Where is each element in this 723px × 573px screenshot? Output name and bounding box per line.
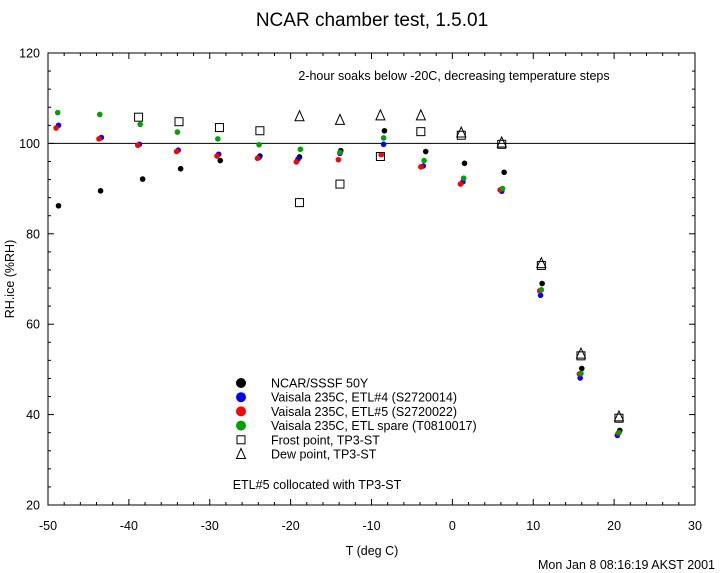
x-tick-label: 10 xyxy=(526,519,540,533)
data-point xyxy=(457,181,464,187)
data-point-square xyxy=(375,152,385,162)
data-point-square xyxy=(295,198,305,208)
legend-label: Vaisala 235C, ETL#5 (S2720022) xyxy=(271,405,457,419)
data-point xyxy=(578,370,584,377)
data-point-square xyxy=(536,260,546,270)
x-tick-label: -20 xyxy=(282,519,300,533)
data-point xyxy=(538,287,545,293)
data-point xyxy=(578,365,585,372)
data-point xyxy=(55,202,62,209)
y-tick-label: 100 xyxy=(19,137,40,151)
data-point xyxy=(139,176,146,182)
data-point xyxy=(537,292,544,299)
timestamp: Mon Jan 8 08:16:19 AKST 2001 xyxy=(538,558,715,572)
data-point xyxy=(54,109,61,116)
data-point xyxy=(137,121,143,128)
x-tick-label: 0 xyxy=(449,519,456,533)
data-point xyxy=(256,141,262,148)
data-point xyxy=(422,148,429,155)
legend-label: Frost point, TP3-ST xyxy=(271,433,380,447)
legend-marker xyxy=(236,435,246,445)
x-axis-label: T (deg C) xyxy=(346,544,399,558)
legend-marker xyxy=(236,392,246,403)
data-point-square xyxy=(576,351,586,361)
series xyxy=(55,127,623,434)
series xyxy=(294,108,625,422)
legend-marker xyxy=(236,406,246,417)
x-tick-label: 20 xyxy=(607,519,621,533)
data-point-square xyxy=(214,123,224,133)
legend-label: Vaisala 235C, ETL#4 (S2720014) xyxy=(271,391,457,405)
data-point xyxy=(335,156,342,163)
data-point xyxy=(499,185,506,192)
data-point xyxy=(381,127,388,134)
data-point xyxy=(96,136,102,142)
data-point xyxy=(380,141,387,148)
legend-marker xyxy=(235,447,247,459)
data-point-triangle xyxy=(613,409,625,422)
data-point xyxy=(53,125,59,131)
y-tick-label: 60 xyxy=(26,318,40,332)
x-tick-label: -40 xyxy=(120,519,138,533)
data-point-triangle xyxy=(415,108,427,121)
data-point xyxy=(215,136,221,142)
data-point-triangle xyxy=(536,256,547,269)
chart-title: NCAR chamber test, 1.5.01 xyxy=(256,10,488,31)
y-tick-label: 20 xyxy=(26,499,40,513)
data-point-triangle xyxy=(294,109,305,122)
series xyxy=(134,112,624,423)
data-point-square xyxy=(134,112,144,122)
data-point xyxy=(254,155,261,162)
data-point xyxy=(293,159,300,165)
y-tick-label: 120 xyxy=(19,47,40,61)
data-point-triangle xyxy=(575,346,587,359)
y-tick-label: 40 xyxy=(26,408,40,422)
data-point-square xyxy=(174,117,184,127)
data-point xyxy=(380,135,387,141)
x-tick-label: 30 xyxy=(688,519,702,533)
data-point xyxy=(461,160,468,167)
series xyxy=(54,109,622,436)
data-point-triangle xyxy=(496,135,507,148)
data-point xyxy=(96,111,103,118)
data-point-square xyxy=(497,139,507,149)
data-point xyxy=(460,175,467,182)
data-point-square xyxy=(416,127,426,137)
data-point xyxy=(421,157,427,164)
legend-label: Vaisala 235C, ETL spare (T0810017) xyxy=(271,419,477,433)
legend-label: NCAR/SSSF 50Y xyxy=(271,377,369,391)
chart-subtitle: 2-hour soaks below -20C, decreasing temp… xyxy=(298,69,609,83)
data-point xyxy=(337,149,343,156)
data-point xyxy=(97,188,104,194)
data-point xyxy=(297,146,304,153)
data-point-triangle xyxy=(334,113,346,125)
x-tick-label: -30 xyxy=(201,519,219,533)
data-point-square xyxy=(255,126,265,136)
annotation-collocated: ETL#5 collocated with TP3-ST xyxy=(233,478,402,492)
data-point-square xyxy=(335,179,345,189)
data-point xyxy=(173,148,180,155)
legend-label: Dew point, TP3-ST xyxy=(271,448,377,462)
data-point xyxy=(214,153,220,159)
legend-marker xyxy=(236,420,246,431)
data-point-triangle xyxy=(375,108,386,121)
data-point xyxy=(134,142,141,149)
data-point xyxy=(378,151,385,158)
data-point xyxy=(174,129,181,135)
legend-marker xyxy=(236,378,246,388)
y-tick-label: 80 xyxy=(26,227,40,241)
data-point xyxy=(217,157,224,164)
data-point xyxy=(501,169,507,176)
data-point-square xyxy=(614,413,624,423)
x-tick-label: -10 xyxy=(362,519,380,533)
data-point xyxy=(177,165,184,172)
data-point-triangle xyxy=(455,125,467,138)
x-tick-label: -50 xyxy=(39,519,57,533)
data-point xyxy=(539,280,545,287)
data-point xyxy=(616,429,622,436)
data-point xyxy=(418,164,424,170)
y-axis-label: RH.ice (%RH) xyxy=(3,240,17,318)
